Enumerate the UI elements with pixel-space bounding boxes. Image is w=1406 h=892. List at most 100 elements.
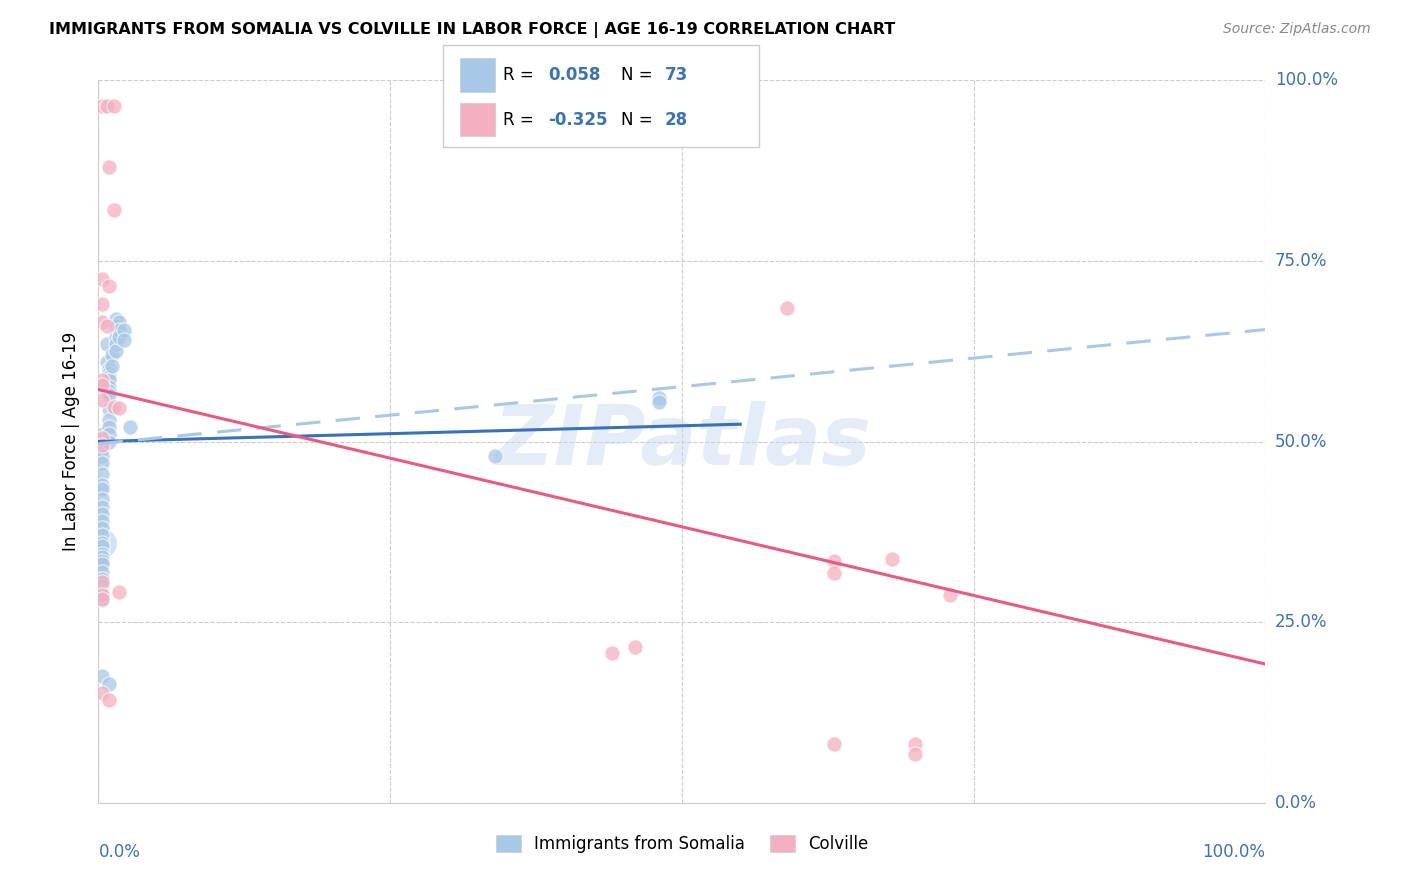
Bar [460, 103, 495, 136]
Point [90, 482, 112, 496]
Text: 28: 28 [665, 111, 688, 128]
Text: IMMIGRANTS FROM SOMALIA VS COLVILLE IN LABOR FORCE | AGE 16-19 CORRELATION CHART: IMMIGRANTS FROM SOMALIA VS COLVILLE IN L… [49, 22, 896, 38]
Point [484, 449, 506, 463]
Point [90, 565, 112, 579]
Text: 75.0%: 75.0% [1275, 252, 1327, 270]
Point [90, 554, 112, 568]
Point [97, 434, 120, 449]
Point [97, 693, 120, 707]
Point [104, 344, 127, 359]
Point [880, 551, 903, 566]
Point [97, 373, 120, 387]
Point [90, 579, 112, 593]
Point [90, 521, 112, 535]
Point [104, 337, 127, 351]
Text: R =: R = [503, 111, 540, 128]
Point [103, 98, 125, 112]
Point [90, 442, 112, 456]
Point [103, 203, 125, 218]
Text: 100.0%: 100.0% [1202, 843, 1265, 861]
Point [97, 279, 120, 293]
Point [101, 359, 124, 373]
Point [904, 737, 927, 751]
Point [624, 640, 647, 655]
Point [108, 330, 131, 344]
Point [647, 391, 669, 405]
Point [90, 558, 112, 572]
Point [90, 449, 112, 463]
Point [90, 492, 112, 507]
Point [97, 369, 120, 384]
Text: Source: ZipAtlas.com: Source: ZipAtlas.com [1223, 22, 1371, 37]
Text: N =: N = [621, 66, 658, 84]
Point [108, 584, 131, 599]
Point [97, 676, 120, 690]
Text: R =: R = [503, 66, 540, 84]
Text: 0.0%: 0.0% [1275, 794, 1316, 812]
Point [90, 467, 112, 481]
Point [112, 334, 135, 348]
Point [108, 401, 131, 416]
Point [90, 528, 112, 542]
Point [90, 539, 112, 553]
Point [97, 380, 120, 394]
FancyBboxPatch shape [443, 45, 759, 147]
Text: 0.058: 0.058 [548, 66, 600, 84]
Text: -0.325: -0.325 [548, 111, 607, 128]
Point [90, 315, 112, 329]
Point [939, 588, 962, 602]
Point [97, 362, 120, 376]
Point [118, 420, 141, 434]
Point [90, 500, 112, 514]
Point [90, 456, 112, 470]
Point [90, 478, 112, 492]
Point [90, 686, 112, 700]
Point [90, 507, 112, 521]
Point [90, 438, 112, 452]
Point [823, 566, 845, 580]
Point [90, 572, 112, 586]
Point [90, 535, 112, 549]
Point [104, 311, 127, 326]
Point [90, 378, 112, 392]
Point [90, 586, 112, 600]
Text: 0.0%: 0.0% [98, 843, 141, 861]
Text: 100.0%: 100.0% [1275, 71, 1337, 89]
Point [96, 98, 118, 112]
Point [104, 318, 127, 333]
Point [647, 394, 669, 409]
Point [97, 402, 120, 417]
Point [96, 318, 118, 333]
Point [90, 297, 112, 311]
Point [90, 392, 112, 407]
Point [600, 646, 623, 660]
Point [90, 588, 112, 602]
Point [97, 366, 120, 380]
Point [90, 575, 112, 590]
Text: ZIPatlas: ZIPatlas [494, 401, 870, 482]
Legend: Immigrants from Somalia, Colville: Immigrants from Somalia, Colville [489, 828, 875, 860]
Point [90, 593, 112, 607]
Bar [460, 58, 495, 92]
Point [823, 737, 845, 751]
Point [90, 535, 112, 549]
Point [97, 413, 120, 427]
Text: 25.0%: 25.0% [1275, 613, 1327, 632]
Point [823, 554, 845, 568]
Y-axis label: In Labor Force | Age 16-19: In Labor Force | Age 16-19 [62, 332, 80, 551]
Point [90, 550, 112, 565]
Point [97, 420, 120, 434]
Point [112, 322, 135, 336]
Point [904, 747, 927, 761]
Point [97, 160, 120, 174]
Text: N =: N = [621, 111, 658, 128]
Point [97, 387, 120, 401]
Point [97, 384, 120, 398]
Point [90, 427, 112, 442]
Point [776, 301, 799, 315]
Text: 73: 73 [665, 66, 689, 84]
Point [90, 98, 112, 112]
Point [90, 431, 112, 445]
Point [103, 400, 125, 414]
Point [108, 315, 131, 329]
